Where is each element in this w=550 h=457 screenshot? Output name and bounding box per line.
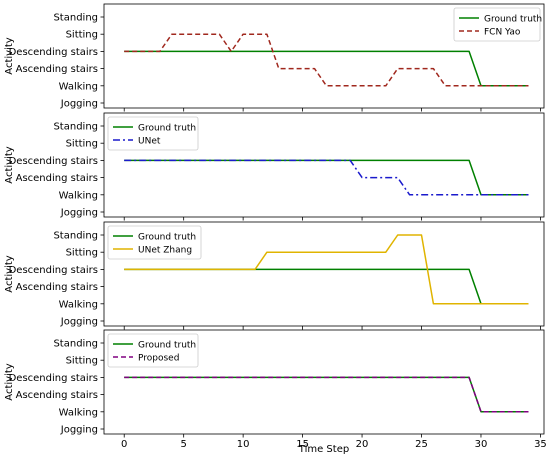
panel-1: Jogging Walking Ascending stairs Descending… [4, 3, 545, 112]
x-tick-label: 10 [237, 439, 250, 450]
legend-entry: Ground truth [484, 14, 542, 24]
plot-frame [103, 329, 545, 435]
series-line-fcn-yao [124, 33, 529, 87]
y-tick-label: Sitting [66, 356, 98, 367]
y-tick-label: Descending stairs [9, 265, 98, 276]
y-tick-label: Ascending stairs [16, 64, 98, 75]
y-tick-label: Walking [59, 407, 98, 418]
panel-2: Jogging Walking Ascending stairs Descending… [4, 112, 545, 221]
y-tick-label: Walking [59, 190, 98, 201]
legend-entry: UNet [138, 136, 161, 146]
x-tick-label: 35 [534, 439, 547, 450]
series-line-unet [124, 159, 529, 196]
legend-entry: Ground truth [138, 123, 196, 133]
x-tick-label: 30 [475, 439, 488, 450]
legend-entry: Ground truth [138, 232, 196, 242]
y-tick-label: Sitting [66, 139, 98, 150]
series-line-ground-truth [124, 268, 529, 305]
y-tick-label: Ascending stairs [16, 390, 98, 401]
y-tick-label: Standing [53, 13, 98, 24]
y-tick-label: Jogging [60, 208, 98, 219]
plot-frame [103, 112, 545, 218]
y-tick-label: Descending stairs [9, 47, 98, 58]
legend: Ground truth UNet Zhang [107, 225, 202, 260]
legend: Ground truth UNet [107, 116, 199, 151]
legend-entry: FCN Yao [484, 27, 521, 37]
y-tick-label: Jogging [60, 425, 98, 436]
y-axis-label: Activity [4, 255, 15, 292]
legend: Ground truth FCN Yao [453, 7, 542, 42]
legend-frame [107, 333, 199, 368]
x-tick-label: 5 [180, 439, 186, 450]
series-line-ground-truth [124, 50, 529, 87]
legend-frame [107, 116, 199, 151]
y-tick-label: Ascending stairs [16, 173, 98, 184]
y-axis-label: Activity [4, 37, 15, 74]
series-line-ground-truth [124, 159, 529, 196]
y-axis-label: Activity [4, 146, 15, 183]
x-tick-label: 20 [356, 439, 369, 450]
y-tick-label: Walking [59, 299, 98, 310]
legend-entry: Proposed [138, 353, 179, 363]
y-tick-label: Jogging [60, 317, 98, 328]
x-axis-label: Time Step [298, 444, 349, 455]
y-tick-label: Standing [53, 122, 98, 133]
y-tick-label: Standing [53, 339, 98, 350]
y-tick-label: Descending stairs [9, 373, 98, 384]
y-axis-label: Activity [4, 363, 15, 400]
y-tick-label: Standing [53, 231, 98, 242]
y-tick-label: Sitting [66, 248, 98, 259]
series-line-ground-truth [124, 376, 529, 413]
plot-frame [103, 3, 545, 109]
legend-entry: UNet Zhang [138, 245, 192, 255]
legend: Ground truth Proposed [107, 333, 199, 368]
y-tick-label: Jogging [60, 99, 98, 110]
plot-frame [103, 221, 545, 327]
y-tick-label: Ascending stairs [16, 282, 98, 293]
series-line-unet-zhang [124, 234, 529, 305]
legend-entry: Ground truth [138, 340, 196, 350]
y-tick-label: Walking [59, 81, 98, 92]
panel-3: Jogging Walking Ascending stairs Descending… [4, 221, 545, 330]
x-tick-label: 0 [121, 439, 127, 450]
y-tick-label: Descending stairs [9, 156, 98, 167]
panel-4: Jogging Walking Ascending stairs Descending… [4, 329, 547, 450]
x-tick-label: 15 [296, 439, 309, 450]
legend-frame [107, 225, 202, 260]
legend-frame [453, 7, 541, 42]
x-tick-label: 25 [415, 439, 428, 450]
series-line-proposed [124, 376, 529, 413]
y-tick-label: Sitting [66, 30, 98, 41]
